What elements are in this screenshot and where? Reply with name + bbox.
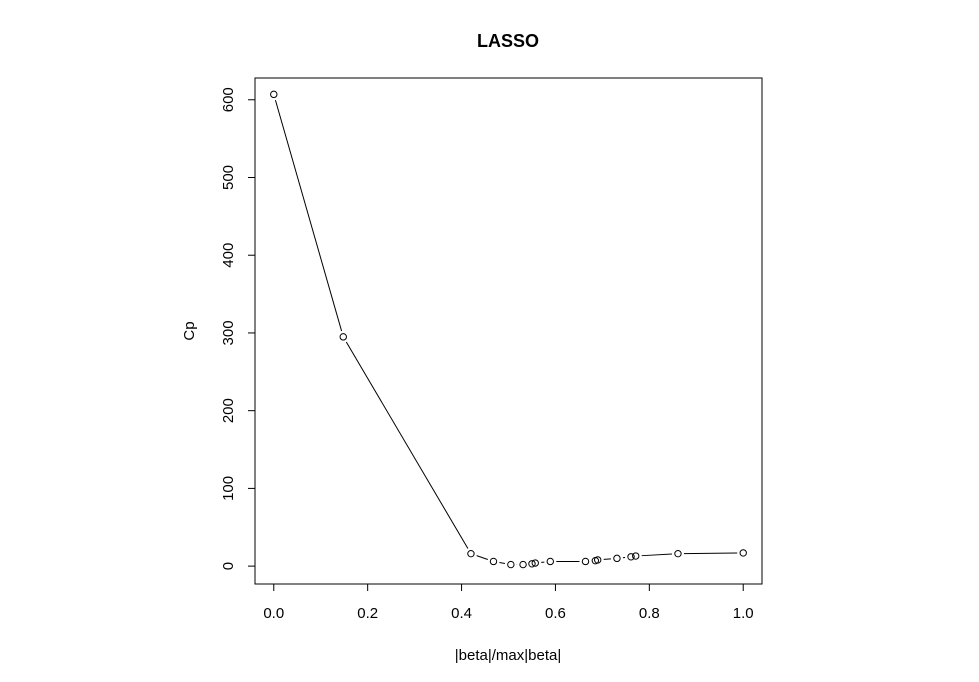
- data-point: [528, 560, 536, 568]
- chart-title: LASSO: [477, 31, 539, 51]
- data-point: [531, 559, 539, 567]
- x-axis-title: |beta|/max|beta|: [455, 647, 561, 664]
- data-point: [519, 560, 527, 569]
- data-point: [627, 553, 635, 561]
- data-point: [489, 557, 498, 566]
- x-tick-label: 0.8: [639, 605, 660, 622]
- y-axis: 0 100 200 300 400 500 600: [220, 87, 256, 570]
- data-point: [674, 549, 682, 558]
- data-point: [632, 552, 640, 560]
- y-tick-label: 0: [220, 562, 237, 570]
- y-axis-title: Cp: [181, 321, 198, 340]
- y-tick-label: 500: [220, 165, 237, 190]
- series-points: [270, 90, 747, 569]
- x-tick-label: 0.6: [545, 605, 566, 622]
- y-tick-label: 100: [220, 476, 237, 501]
- series-segment: [641, 553, 673, 557]
- y-tick-label: 300: [220, 320, 237, 345]
- data-point: [581, 557, 590, 566]
- data-point: [339, 333, 347, 341]
- series-segment: [683, 552, 738, 555]
- y-tick-label: 200: [220, 398, 237, 423]
- series-segment: [499, 562, 506, 565]
- x-tick-label: 0.4: [451, 605, 472, 622]
- x-axis: 0.0 0.2 0.4 0.6 0.8 1.0: [263, 583, 754, 622]
- series-segment: [274, 99, 343, 332]
- x-tick-label: 0.0: [263, 605, 284, 622]
- data-point: [270, 90, 278, 99]
- data-point: [507, 560, 515, 569]
- series-segment: [603, 558, 612, 560]
- y-tick-label: 400: [220, 243, 237, 268]
- series-segment: [476, 555, 488, 560]
- plot-frame: [254, 77, 763, 585]
- series-segment: [345, 341, 469, 549]
- series-line: [274, 99, 738, 566]
- y-tick-label: 600: [220, 87, 237, 112]
- data-point: [739, 549, 747, 557]
- x-tick-label: 1.0: [733, 605, 754, 622]
- data-point: [593, 556, 602, 564]
- data-point: [467, 549, 475, 558]
- data-point: [613, 554, 621, 563]
- x-tick-label: 0.2: [357, 605, 378, 622]
- data-point: [546, 557, 554, 566]
